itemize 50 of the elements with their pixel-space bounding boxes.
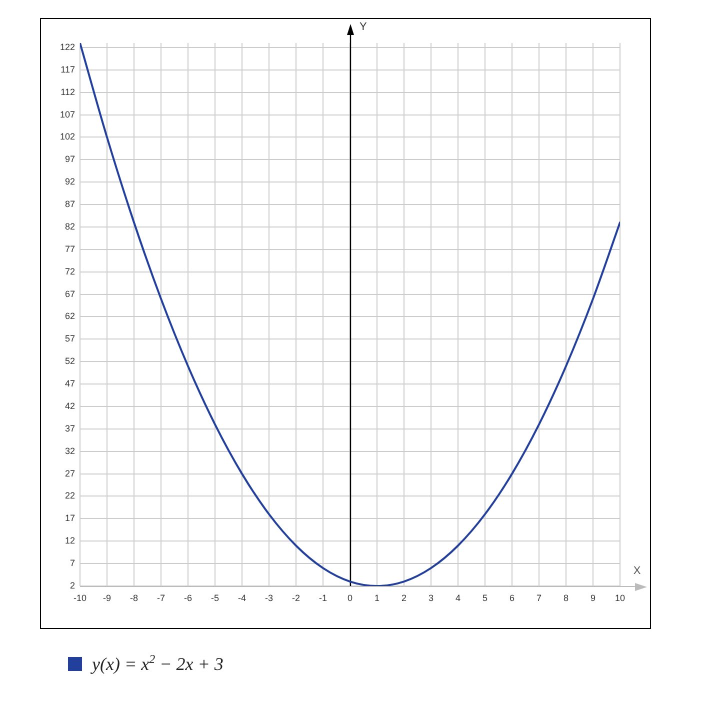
y-tick-label: 117 xyxy=(60,64,75,74)
y-tick-label: 57 xyxy=(64,334,75,344)
x-tick-label: 1 xyxy=(374,592,380,603)
y-tick-label: 87 xyxy=(64,199,75,210)
y-tick-label: 7 xyxy=(70,558,75,568)
y-axis-title: Y xyxy=(360,21,368,34)
y-tick-label: 122 xyxy=(60,42,75,52)
x-tick-label: 7 xyxy=(536,592,542,603)
y-tick-label: 2 xyxy=(70,580,75,590)
x-axis-title: X xyxy=(633,565,642,578)
x-tick-label: 4 xyxy=(455,592,461,603)
x-tick-label: 0 xyxy=(347,592,353,603)
x-tick-label: -3 xyxy=(264,592,274,603)
y-tick-label: 12 xyxy=(64,536,75,546)
y-tick-label: 52 xyxy=(64,356,75,366)
y-tick-label: 107 xyxy=(60,109,75,120)
x-tick-label: -7 xyxy=(156,592,166,603)
y-tick-label: 67 xyxy=(64,288,75,299)
x-tick-label: -10 xyxy=(73,592,87,603)
x-tick-label: 2 xyxy=(401,592,407,603)
x-tick-label: 8 xyxy=(563,592,569,603)
line-series xyxy=(80,43,620,586)
y-tick-label: 92 xyxy=(64,176,75,187)
x-tick-label: -2 xyxy=(292,592,300,603)
y-tick-label: 102 xyxy=(60,132,75,142)
x-tick-label: -9 xyxy=(102,592,112,603)
y-tick-label: 37 xyxy=(64,423,75,434)
y-tick-label: 27 xyxy=(64,468,75,478)
x-tick-label: 9 xyxy=(590,592,596,603)
x-tick-label: 5 xyxy=(482,592,488,603)
y-tick-label: 17 xyxy=(64,513,75,524)
y-tick-label: 112 xyxy=(60,86,75,97)
y-tick-label: 72 xyxy=(64,266,75,276)
y-tick-label: 62 xyxy=(64,311,75,322)
x-tick-label: 3 xyxy=(428,592,434,603)
y-tick-label: 32 xyxy=(64,446,75,456)
y-tick-label: 97 xyxy=(64,154,75,164)
x-tick-label: -1 xyxy=(318,592,328,603)
x-tick-label: -6 xyxy=(184,592,192,603)
x-tick-label: 10 xyxy=(614,592,626,603)
legend-label: y(x) = x$^{2}$ − 2x + 3 xyxy=(92,652,224,675)
x-tick-label: 6 xyxy=(509,592,515,603)
y-tick-label: 22 xyxy=(64,490,75,501)
y-tick-label: 77 xyxy=(64,244,75,254)
x-tick-label: -8 xyxy=(130,592,138,603)
x-tick-label: -5 xyxy=(210,592,220,603)
y-tick-label: 82 xyxy=(64,221,75,232)
y-tick-label: 42 xyxy=(64,400,75,411)
x-tick-label: -4 xyxy=(238,592,246,603)
y-tick-label: 47 xyxy=(64,378,75,389)
